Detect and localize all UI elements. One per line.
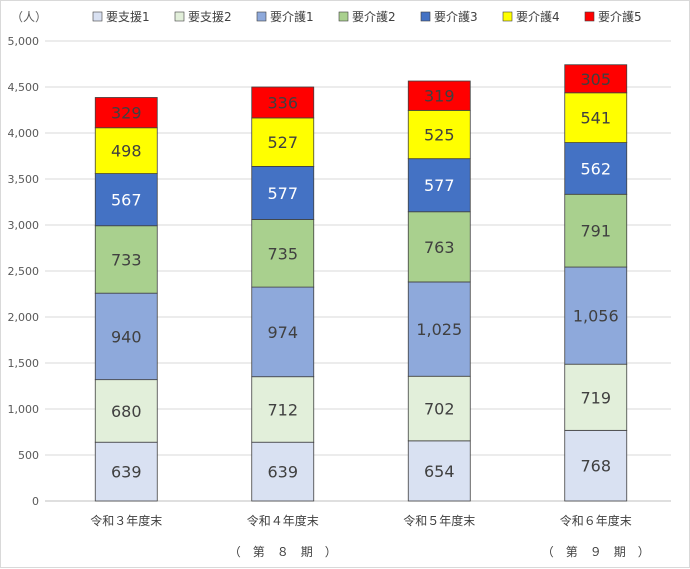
legend-swatch (338, 11, 349, 22)
bar-segment (251, 117, 315, 167)
y-tick-label: 0 (32, 495, 39, 508)
bar-segment (407, 109, 471, 160)
bar-segment (407, 158, 471, 213)
bar-segment (407, 80, 471, 111)
y-tick-label: 3,000 (8, 219, 40, 232)
bar-segment (251, 376, 315, 443)
legend-swatch (502, 11, 513, 22)
bar-segment (407, 375, 471, 442)
data-label: 719 (580, 388, 611, 407)
period-label: （ 第 ９ 期 ） (542, 545, 650, 559)
legend-swatch (420, 11, 431, 22)
x-category-label: 令和５年度末 (403, 513, 475, 528)
data-label: 541 (580, 109, 611, 128)
y-tick-label: 2,000 (8, 311, 40, 324)
data-label: 527 (267, 133, 298, 152)
data-label: 639 (267, 463, 298, 482)
data-label: 336 (267, 93, 298, 112)
legend-swatch (174, 11, 185, 22)
data-label: 525 (424, 126, 455, 145)
data-label: 562 (580, 159, 611, 178)
legend: 要支援1 要支援2 要介護1 要介護2 要介護3 要介護4 要介護5 (92, 9, 642, 24)
bar-segment (94, 225, 158, 294)
bar-segment (564, 193, 628, 268)
data-label: 680 (111, 402, 142, 421)
x-category-label: 令和６年度末 (560, 513, 632, 528)
bar-segment (94, 379, 158, 443)
y-tick-label: 4,500 (8, 81, 40, 94)
legend-label: 要支援2 (188, 10, 232, 24)
legend-swatch (92, 11, 103, 22)
legend-label: 要介護2 (352, 9, 396, 24)
data-label: 733 (111, 250, 142, 269)
data-label: 768 (580, 457, 611, 476)
data-label: 498 (111, 142, 142, 161)
legend-swatch (256, 11, 267, 22)
data-label: 329 (111, 104, 142, 123)
bar-segment (94, 292, 158, 381)
data-label: 1,025 (416, 320, 462, 339)
data-label: 712 (267, 400, 298, 419)
bar-segment (94, 97, 158, 129)
data-label: 577 (424, 176, 455, 195)
data-label: 974 (267, 323, 298, 342)
data-label: 763 (424, 238, 455, 257)
bar-segment (407, 281, 471, 377)
y-tick-label: 1,000 (8, 403, 40, 416)
bar-segment (407, 211, 471, 283)
bar-segment (94, 173, 158, 227)
y-tick-label: 3,500 (8, 173, 40, 186)
data-label: 577 (267, 184, 298, 203)
bar-segment (564, 92, 628, 143)
bar-segment (251, 286, 315, 378)
data-label: 305 (580, 70, 611, 89)
period-label: （ 第 ８ 期 ） (229, 545, 337, 559)
legend-swatch (584, 11, 595, 22)
y-tick-label: 4,000 (8, 127, 40, 140)
data-label: 567 (111, 191, 142, 210)
data-label: 654 (424, 462, 455, 481)
legend-label: 要支援1 (106, 10, 150, 24)
data-label: 1,056 (573, 307, 619, 326)
x-category-label: 令和４年度末 (247, 513, 319, 528)
bar-segment (251, 165, 315, 220)
data-label: 735 (267, 244, 298, 263)
bar-segment (407, 440, 471, 502)
bar-segment (564, 363, 628, 431)
data-label: 639 (111, 463, 142, 482)
y-tick-label: 2,500 (8, 265, 40, 278)
y-tick-label: 5,000 (8, 35, 40, 48)
legend-label: 要介護1 (270, 9, 314, 24)
legend-label: 要介護5 (598, 9, 642, 24)
legend-label: 要介護3 (434, 9, 478, 24)
bar-segment (564, 266, 628, 365)
bar-segment (94, 441, 158, 502)
bar-segment (251, 86, 315, 119)
data-label: 940 (111, 327, 142, 346)
data-label: 791 (580, 222, 611, 241)
bar-segment (251, 441, 315, 502)
y-axis-unit-label: （人） (11, 10, 47, 24)
bar-segment (251, 219, 315, 288)
axis-layer: 0 500 1,000 1,500 2,000 2,500 3,000 3,500 4,000 4… (8, 35, 650, 559)
y-tick-label: 500 (18, 449, 39, 462)
y-tick-label: 1,500 (8, 357, 40, 370)
bar-segment (564, 429, 628, 502)
data-label: 319 (424, 87, 455, 106)
bars-layer: 639 680 940 733 567 498 329 639 712 974 735 577 527 3… (94, 64, 628, 502)
x-category-label: 令和３年度末 (90, 513, 162, 528)
bar-segment (564, 64, 628, 94)
legend-label: 要介護4 (516, 9, 560, 24)
data-label: 702 (424, 400, 455, 419)
